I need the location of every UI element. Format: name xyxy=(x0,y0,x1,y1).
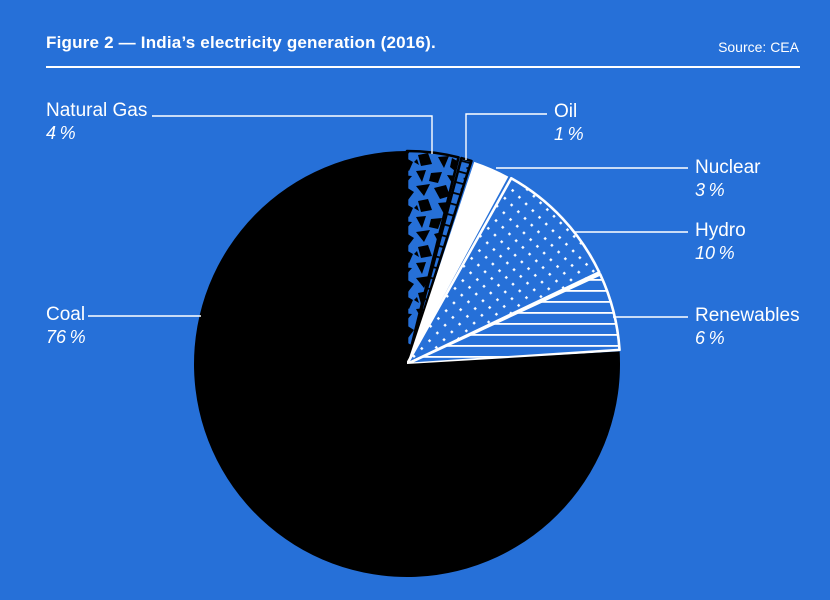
slice-label-name: Hydro xyxy=(695,220,746,241)
label-coal: Coal 76 % xyxy=(46,304,86,348)
slice-label-pct: 4 % xyxy=(46,123,76,143)
leader-oil xyxy=(465,113,547,160)
slice-label-pct: 76 % xyxy=(46,327,86,347)
figure-title: Figure 2 — India’s electricity generatio… xyxy=(46,33,436,52)
label-renewables: Renewables 6 % xyxy=(695,305,800,349)
pie-slice-renewables xyxy=(405,273,621,366)
slice-label-name: Nuclear xyxy=(695,157,761,178)
slice-label-pct: 3 % xyxy=(695,180,725,200)
label-nuclear: Nuclear 3 % xyxy=(695,157,760,201)
header-rule xyxy=(46,66,800,68)
slice-label-pct: 1 % xyxy=(554,124,584,144)
pie-slice-nuclear xyxy=(407,161,509,364)
leader-natural-gas xyxy=(152,115,433,154)
pie-slices-group xyxy=(194,149,621,577)
label-natural-gas: Natural Gas 4 % xyxy=(46,100,147,144)
slice-label-pct: 6 % xyxy=(695,328,725,348)
slice-label-name: Renewables xyxy=(695,305,800,326)
slice-label-name: Natural Gas xyxy=(46,100,148,121)
pie-slice-coal xyxy=(194,151,621,577)
label-oil: Oil 1 % xyxy=(554,101,584,145)
slice-label-pct: 10 % xyxy=(695,243,735,263)
slice-label-name: Coal xyxy=(46,304,86,325)
leader-lines-group xyxy=(88,113,688,318)
label-hydro: Hydro 10 % xyxy=(695,220,746,264)
pie-slice-hydro xyxy=(405,176,601,366)
slice-label-name: Oil xyxy=(554,101,578,122)
source-credit: Source: CEA xyxy=(718,39,799,55)
